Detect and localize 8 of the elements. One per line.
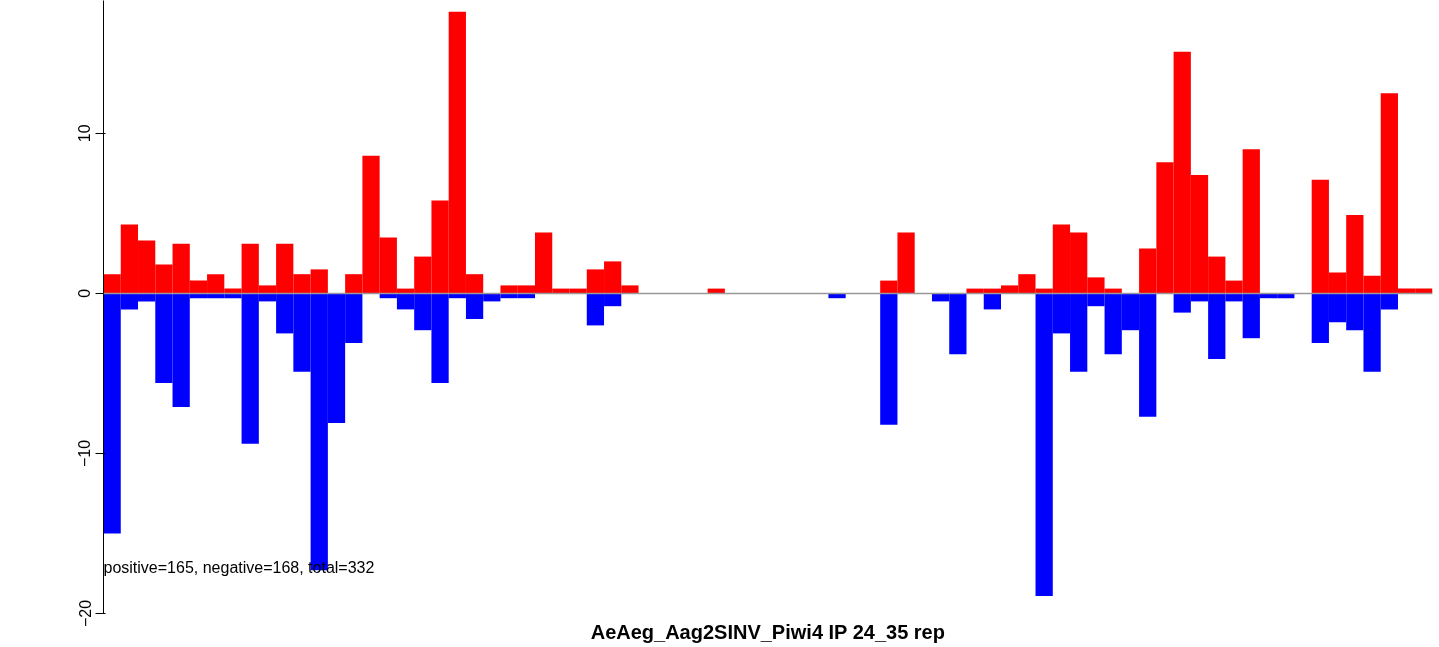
bar: [880, 293, 898, 425]
y-tick-label: −10: [76, 439, 94, 468]
annotation: positive=165, negative=168, total=332: [103, 558, 375, 576]
text: AeAeg_Aag2SINV_Piwi4 IP 24_35 rep: [590, 620, 945, 643]
bar: [983, 293, 1002, 310]
y-tick-label: −20: [76, 599, 94, 628]
y-tick-label: 0: [76, 288, 94, 298]
y-tick-label: 10: [76, 124, 94, 143]
